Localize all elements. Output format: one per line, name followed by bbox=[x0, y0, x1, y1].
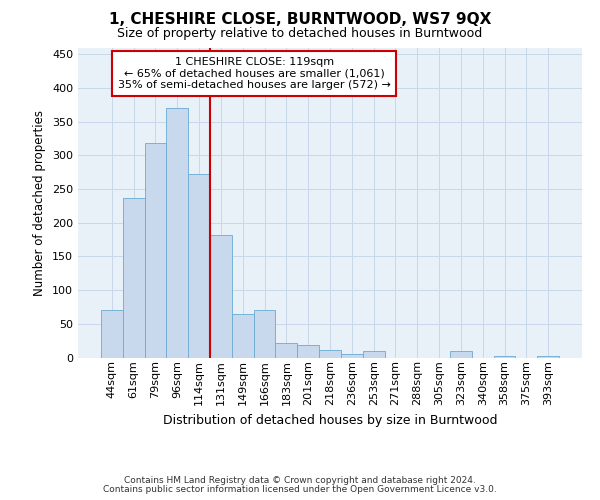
Bar bbox=[188, 174, 210, 358]
Bar bbox=[450, 351, 472, 358]
Bar bbox=[101, 310, 123, 358]
Text: 1 CHESHIRE CLOSE: 119sqm
← 65% of detached houses are smaller (1,061)
35% of sem: 1 CHESHIRE CLOSE: 119sqm ← 65% of detach… bbox=[118, 57, 391, 90]
X-axis label: Distribution of detached houses by size in Burntwood: Distribution of detached houses by size … bbox=[163, 414, 497, 426]
Bar bbox=[494, 356, 515, 358]
Text: Contains public sector information licensed under the Open Government Licence v3: Contains public sector information licen… bbox=[103, 485, 497, 494]
Bar bbox=[275, 342, 297, 357]
Bar bbox=[232, 314, 254, 358]
Bar bbox=[537, 356, 559, 358]
Bar bbox=[297, 344, 319, 358]
Bar bbox=[341, 354, 363, 358]
Y-axis label: Number of detached properties: Number of detached properties bbox=[34, 110, 46, 296]
Bar bbox=[123, 198, 145, 358]
Bar bbox=[319, 350, 341, 358]
Bar bbox=[254, 310, 275, 358]
Text: Contains HM Land Registry data © Crown copyright and database right 2024.: Contains HM Land Registry data © Crown c… bbox=[124, 476, 476, 485]
Bar bbox=[210, 235, 232, 358]
Text: Size of property relative to detached houses in Burntwood: Size of property relative to detached ho… bbox=[118, 28, 482, 40]
Bar bbox=[166, 108, 188, 358]
Bar bbox=[363, 351, 385, 358]
Text: 1, CHESHIRE CLOSE, BURNTWOOD, WS7 9QX: 1, CHESHIRE CLOSE, BURNTWOOD, WS7 9QX bbox=[109, 12, 491, 28]
Bar bbox=[145, 143, 166, 358]
